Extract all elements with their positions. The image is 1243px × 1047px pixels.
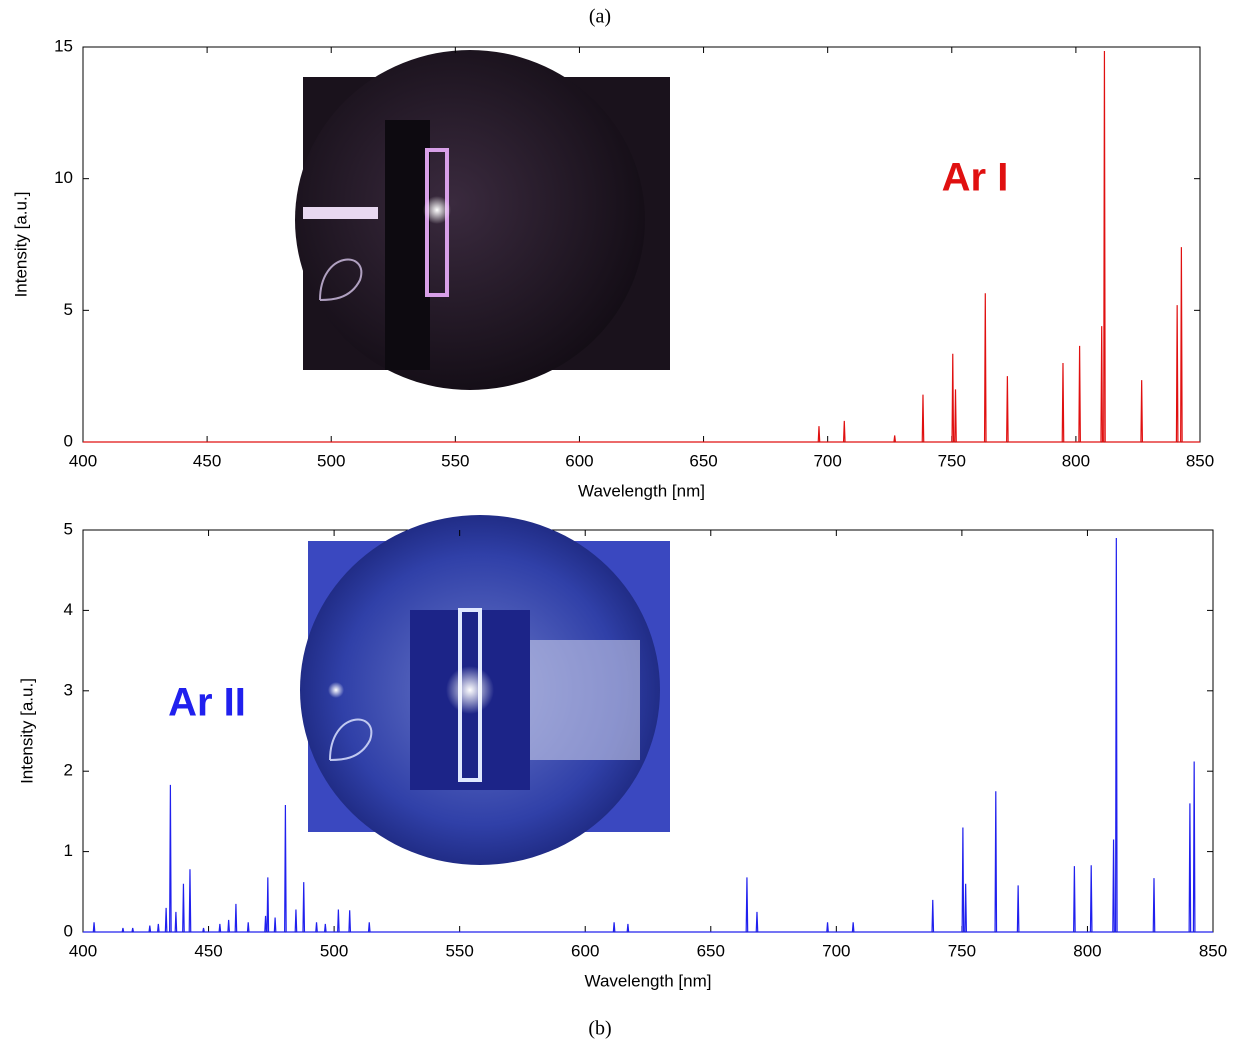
x-tick-label: 550 [441,451,469,470]
x-tick-label: 750 [948,941,976,960]
x-tick-label: 850 [1199,941,1227,960]
x-tick-label: 800 [1062,451,1090,470]
panel-title: (a) [589,6,611,28]
x-tick-label: 450 [194,941,222,960]
y-tick-label: 10 [54,168,73,187]
spectrum-line [83,50,1200,443]
y-tick-label: 4 [64,600,73,619]
annotation: Ar II [168,681,246,725]
y-tick-label: 0 [64,921,73,940]
x-tick-label: 650 [689,451,717,470]
x-axis-title: Wavelength [nm] [585,971,712,990]
x-tick-label: 850 [1186,451,1214,470]
x-tick-label: 450 [193,451,221,470]
x-tick-label: 500 [320,941,348,960]
photo-a [295,50,670,390]
x-tick-label: 500 [317,451,345,470]
annotation: Ar I [942,156,1009,200]
y-tick-label: 5 [64,519,73,538]
y-tick-label: 2 [64,761,73,780]
y-axis-title: Intensity [a.u.] [11,192,30,298]
x-tick-label: 400 [69,941,97,960]
x-tick-label: 550 [445,941,473,960]
panel-title: (b) [588,1018,611,1040]
y-tick-label: 15 [54,36,73,55]
x-axis-title: Wavelength [nm] [578,481,705,500]
x-tick-label: 800 [1073,941,1101,960]
y-tick-label: 5 [64,300,73,319]
y-tick-label: 3 [64,680,73,699]
spectrum-line [83,538,1213,933]
x-tick-label: 600 [565,451,593,470]
x-tick-label: 600 [571,941,599,960]
x-tick-label: 750 [938,451,966,470]
x-tick-label: 400 [69,451,97,470]
y-tick-label: 0 [64,431,73,450]
photo-b [300,515,670,865]
y-axis-title: Intensity [a.u.] [17,678,36,784]
x-tick-label: 700 [822,941,850,960]
y-tick-label: 1 [64,841,73,860]
x-tick-label: 700 [813,451,841,470]
x-tick-label: 650 [697,941,725,960]
